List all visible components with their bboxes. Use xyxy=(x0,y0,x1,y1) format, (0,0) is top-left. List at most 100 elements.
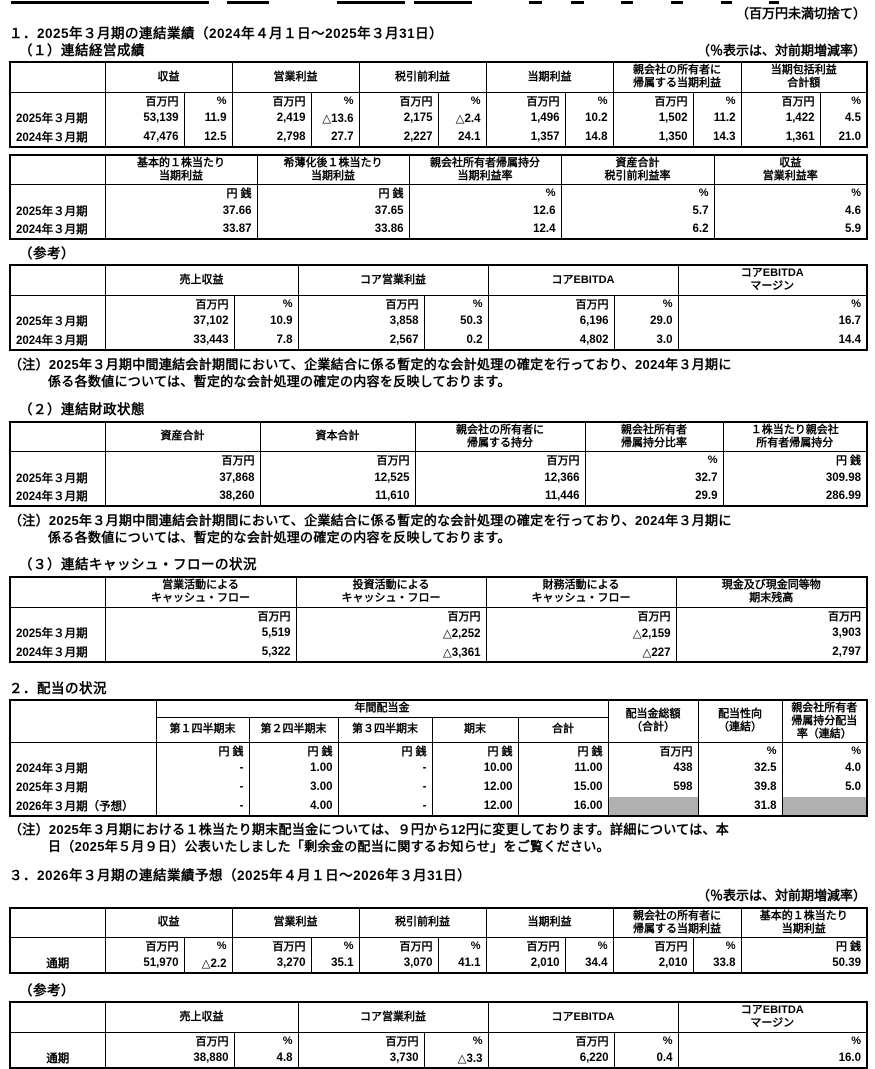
unit-cell: % xyxy=(310,937,360,954)
unit-cell: 百万円 xyxy=(231,92,312,109)
column-header: 資産合計 xyxy=(104,421,261,452)
data-cell: △2.4 xyxy=(437,108,487,128)
section1-sub2-title: （２）連結財政状態 xyxy=(19,401,145,417)
data-cell: 2,567 xyxy=(297,330,425,350)
table-reference-core-results: 売上収益 コア営業利益 コアEBITDA コアEBITDA マージン 百万円% 百万円% 百… xyxy=(9,264,869,351)
unit-cell: % xyxy=(423,295,489,312)
column-header: 親会社所有者 帰属持分比率 xyxy=(584,421,724,452)
column-header: 親会社所有者帰属持分 当期利益率 xyxy=(408,154,562,185)
column-header: 現金及び現金同等物 期末残高 xyxy=(675,576,868,608)
unit-cell: % xyxy=(613,1032,679,1049)
data-cell: 16.0 xyxy=(677,1048,868,1068)
unit-cell: 百万円 xyxy=(485,92,566,109)
unit-cell: 百万円 xyxy=(485,937,566,954)
data-cell: - xyxy=(155,777,250,797)
data-cell: 37.66 xyxy=(104,201,258,220)
row-label: 2025年３月期 xyxy=(9,108,106,128)
unit-cell xyxy=(9,184,106,201)
row-label: 2025年３月期 xyxy=(9,311,106,331)
data-cell: △13.6 xyxy=(310,108,360,128)
data-cell: 32.5 xyxy=(697,758,783,778)
column-header: 資本合計 xyxy=(259,421,416,452)
unit-cell: % xyxy=(819,92,868,109)
data-cell: 6,220 xyxy=(487,1048,615,1068)
column-header: 営業利益 xyxy=(231,907,360,938)
data-cell: 5.0 xyxy=(781,777,868,797)
data-cell: 1,496 xyxy=(485,108,566,128)
unit-cell: 百万円 xyxy=(104,92,185,109)
section1-title: １．2025年３月期の連結業績（2024年４月１日～2025年３月31日） xyxy=(9,26,444,41)
data-cell: 50.3 xyxy=(423,311,489,331)
unit-cell: 百万円 xyxy=(295,607,487,624)
data-cell: 2,798 xyxy=(231,127,312,147)
data-cell: 5,322 xyxy=(104,642,297,662)
unit-cell: 百万円 xyxy=(297,1032,425,1049)
data-cell: 12.00 xyxy=(431,796,519,816)
data-cell: 24.1 xyxy=(437,127,487,147)
data-cell: 32.7 xyxy=(584,468,724,487)
unit-cell: 百万円 xyxy=(259,451,416,468)
unit-cell: 百万円 xyxy=(487,295,615,312)
unit-cell xyxy=(9,607,106,624)
data-cell: 3,858 xyxy=(297,311,425,331)
data-cell: 29.0 xyxy=(613,311,679,331)
row-label: 2025年３月期 xyxy=(9,777,157,797)
data-cell: 37.65 xyxy=(256,201,410,220)
data-cell: 38,880 xyxy=(104,1048,235,1068)
section1-sub3-title: （３）連結キャッシュ・フローの状況 xyxy=(19,557,257,572)
column-header: 第２四半期末 xyxy=(248,717,339,743)
column-header: １株当たり親会社 所有者帰属持分 xyxy=(722,421,868,452)
data-cell: 10.9 xyxy=(233,311,299,331)
unit-cell: 百万円 xyxy=(612,92,694,109)
row-label: 2025年３月期 xyxy=(9,623,106,643)
column-header xyxy=(9,907,106,938)
data-cell: 12.00 xyxy=(431,777,519,797)
unit-cell: 円 銭 xyxy=(155,742,250,759)
note-dividend: （注）2025年３月期における１株当たり期末配当金については、９円から12円に変… xyxy=(9,821,730,854)
data-cell: 3.00 xyxy=(248,777,339,797)
data-cell: 16.7 xyxy=(677,311,868,331)
column-header: コアEBITDA xyxy=(487,1001,679,1033)
column-header xyxy=(9,421,106,452)
data-cell: 37,102 xyxy=(104,311,235,331)
column-header: 税引前利益 xyxy=(358,61,487,93)
data-cell: 1,350 xyxy=(612,127,694,147)
data-cell: 10.00 xyxy=(431,758,519,778)
unit-cell: % xyxy=(697,742,783,759)
unit-cell xyxy=(9,937,106,954)
data-cell: 11.2 xyxy=(692,108,742,128)
column-header: 年間配当金 xyxy=(155,698,609,719)
column-header: 当期利益 xyxy=(485,61,614,93)
column-header: 親会社所有者 帰属持分配当 率（連結） xyxy=(781,699,868,743)
data-cell: 5.9 xyxy=(713,220,868,239)
data-cell: 4.6 xyxy=(713,201,868,220)
unit-cell xyxy=(9,451,106,468)
unit-cell: 円 銭 xyxy=(740,937,868,954)
column-header: 希薄化後１株当たり 当期利益 xyxy=(256,154,410,185)
column-header: コアEBITDA マージン xyxy=(677,264,868,296)
unit-cell: % xyxy=(423,1032,489,1049)
row-label: 2025年３月期 xyxy=(9,468,106,487)
unit-cell: % xyxy=(584,451,724,468)
column-header: コアEBITDA xyxy=(487,264,679,296)
unit-cell: 百万円 xyxy=(231,937,312,954)
table-operating-results: 収益 営業利益 税引前利益 当期利益 親会社の所有者に 帰属する当期利益 当期包括利益 合… xyxy=(9,61,868,148)
data-cell: - xyxy=(337,796,433,816)
unit-cell: 百万円 xyxy=(487,1032,615,1049)
data-cell: 14.4 xyxy=(677,330,868,350)
unit-cell: % xyxy=(692,92,742,109)
data-cell: △2,159 xyxy=(485,623,677,643)
data-cell: 47,476 xyxy=(104,127,185,147)
data-cell: 6,196 xyxy=(487,311,615,331)
unit-cell: % xyxy=(310,92,360,109)
table-financial-position: 資産合計 資本合計 親会社の所有者に 帰属する持分 親会社所有者 帰属持分比率 １株当た… xyxy=(9,420,868,507)
row-label: 2024年３月期 xyxy=(9,127,106,147)
data-cell: 2,227 xyxy=(358,127,439,147)
data-cell: 2,175 xyxy=(358,108,439,128)
unit-cell: 円 銭 xyxy=(722,451,868,468)
unit-cell: % xyxy=(677,295,868,312)
row-label: 2024年３月期 xyxy=(9,758,157,778)
unit-cell: % xyxy=(781,742,868,759)
column-header: 親会社の所有者に 帰属する当期利益 xyxy=(612,61,742,93)
data-cell: 38,260 xyxy=(104,487,261,506)
